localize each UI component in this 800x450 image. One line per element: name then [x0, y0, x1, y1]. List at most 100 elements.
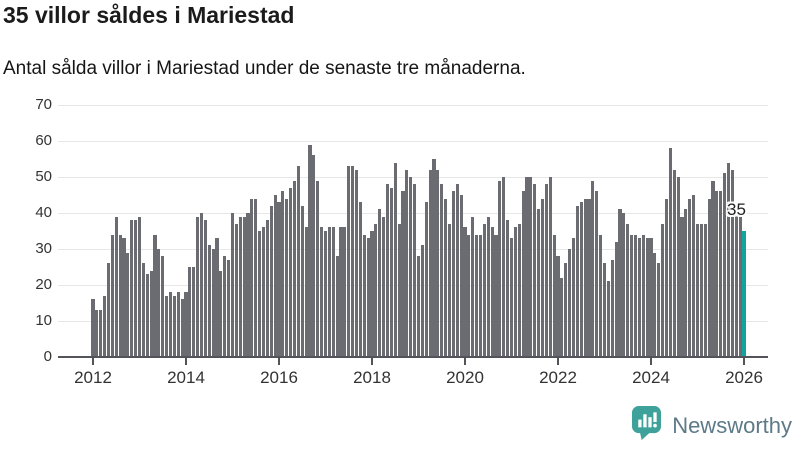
x-axis-tick: [743, 358, 745, 365]
bar: [482, 223, 486, 357]
bar: [199, 213, 204, 357]
gridline: [58, 213, 768, 214]
bar: [734, 209, 738, 357]
bar: [230, 213, 235, 357]
bar: [432, 159, 436, 357]
bar: [362, 234, 366, 357]
bar: [521, 191, 525, 357]
bar: [405, 169, 409, 357]
bar: [265, 220, 269, 357]
bar: [618, 209, 622, 357]
bar: [91, 299, 95, 357]
bar: [161, 256, 165, 357]
bar: [238, 216, 242, 357]
bar: [502, 177, 506, 357]
bar: [463, 227, 467, 357]
bar: [498, 180, 502, 357]
chart-subtitle: Antal sålda villor i Mariestad under de …: [3, 58, 526, 79]
bar: [688, 198, 692, 357]
bar: [544, 184, 548, 357]
bar: [281, 191, 285, 357]
bar: [358, 202, 362, 357]
bar: [137, 216, 142, 357]
bar: [215, 238, 219, 357]
bar: [203, 220, 207, 357]
bar: [145, 274, 149, 357]
bar: [649, 238, 653, 357]
y-tick-label: 30: [35, 240, 52, 257]
bar: [292, 180, 297, 357]
gridline: [58, 321, 768, 322]
bar: [401, 191, 405, 357]
bar: [707, 198, 711, 357]
bar: [711, 180, 715, 357]
bar: [440, 184, 444, 357]
bar: [645, 238, 649, 357]
bar: [451, 191, 455, 357]
x-tick-label: 2018: [353, 368, 391, 387]
bar: [529, 177, 533, 357]
x-tick-label: 2012: [74, 368, 112, 387]
bar: [327, 227, 331, 357]
bar: [165, 295, 169, 357]
bar: [703, 223, 707, 357]
bar: [114, 216, 118, 357]
bar: [176, 292, 180, 357]
gridline: [58, 249, 768, 250]
bar: [374, 223, 378, 357]
bar: [571, 238, 576, 357]
bar: [343, 227, 347, 357]
bar: [308, 144, 312, 357]
brand-name: Newsworthy: [672, 412, 792, 438]
bar: [509, 238, 514, 357]
bar: [525, 177, 529, 357]
bar: [587, 198, 591, 357]
bar: [320, 227, 324, 357]
bar: [420, 245, 424, 357]
x-axis-tick: [557, 358, 559, 365]
bar: [653, 252, 657, 357]
bar: [533, 184, 537, 357]
bar: [568, 249, 572, 357]
bar: [211, 249, 215, 357]
bar: [668, 148, 672, 357]
page-title: 35 villor såldes i Mariestad: [3, 2, 295, 28]
bar: [695, 223, 700, 357]
bar: [517, 223, 521, 357]
x-axis-tick: [185, 358, 187, 365]
x-tick-label: 2020: [446, 368, 484, 387]
y-tick-label: 60: [35, 132, 52, 149]
bar: [285, 198, 289, 357]
bar: [130, 220, 134, 357]
bar: [192, 267, 196, 357]
bar: [153, 234, 157, 357]
x-axis-tick: [92, 358, 94, 365]
bar: [172, 295, 176, 357]
bar: [312, 155, 316, 357]
bar: [599, 234, 603, 357]
bar: [273, 195, 277, 357]
bar: [339, 227, 343, 357]
bar: [277, 202, 281, 357]
y-tick-label: 50: [35, 168, 52, 185]
bar: [99, 310, 103, 357]
bar: [428, 169, 432, 357]
bar: [103, 295, 107, 357]
bar: [335, 256, 339, 357]
bar: [680, 216, 684, 357]
highlight-value-label: 35: [727, 200, 746, 219]
bar: [664, 198, 669, 357]
bar: [684, 209, 688, 357]
bar: [389, 187, 393, 357]
bar: [246, 213, 250, 357]
bar: [134, 220, 138, 357]
bar: [250, 198, 254, 357]
gridline: [58, 177, 768, 178]
bar: [370, 231, 374, 357]
bar: [331, 227, 335, 357]
bar: [478, 234, 483, 357]
bar: [95, 310, 99, 357]
x-tick-label: 2026: [725, 368, 763, 387]
bar: [622, 213, 626, 357]
bar: [699, 223, 703, 357]
